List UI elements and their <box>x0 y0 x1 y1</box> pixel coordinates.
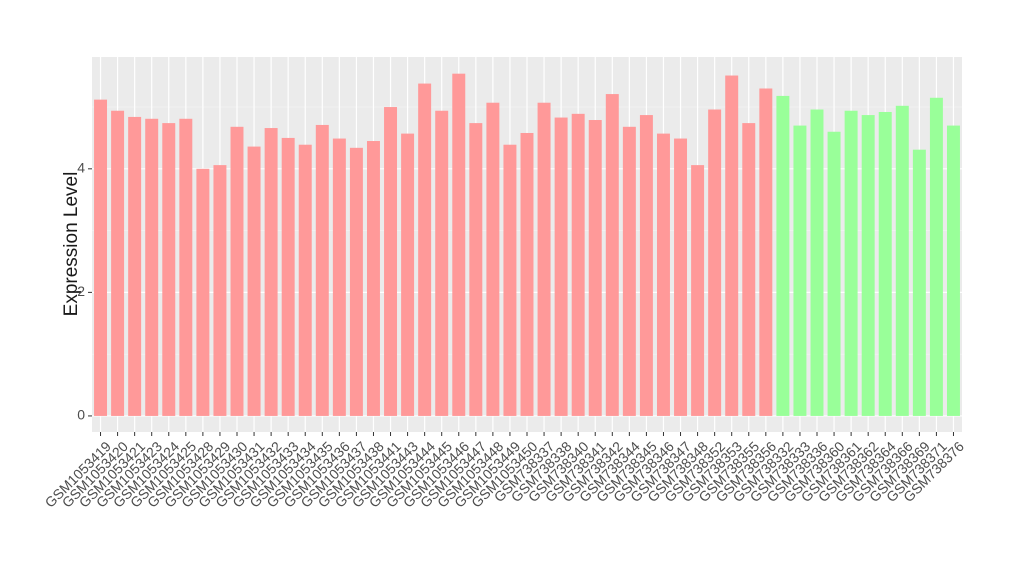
bar <box>469 123 483 416</box>
bar <box>452 73 466 416</box>
bar <box>708 109 722 416</box>
bar <box>315 124 329 416</box>
bar <box>725 75 739 416</box>
bar <box>861 115 875 416</box>
bar <box>912 149 926 416</box>
bar <box>435 110 449 416</box>
bar <box>503 144 517 416</box>
bar <box>349 147 363 416</box>
bar <box>929 97 943 416</box>
bar <box>656 133 670 416</box>
bar <box>145 118 159 416</box>
bar <box>366 141 380 416</box>
bar <box>793 125 807 416</box>
y-axis-label: Expression Level <box>61 172 82 317</box>
bar <box>605 94 619 416</box>
bar <box>742 123 756 416</box>
y-tick-label: 4 <box>77 160 85 176</box>
bar <box>230 126 244 416</box>
bar <box>111 110 125 416</box>
bar <box>94 99 108 416</box>
y-tick-label: 2 <box>77 283 85 299</box>
bar <box>401 133 415 416</box>
bar <box>537 102 551 416</box>
bar <box>776 95 790 416</box>
bar <box>691 165 705 416</box>
bar <box>622 126 636 416</box>
bar <box>162 123 176 416</box>
bar <box>878 111 892 416</box>
y-tick-label: 0 <box>77 407 85 423</box>
bar <box>196 168 210 416</box>
bar <box>384 107 398 416</box>
bar <box>827 131 841 416</box>
bar <box>674 138 688 416</box>
bar <box>213 165 227 416</box>
bar <box>264 128 278 416</box>
bar <box>520 132 534 416</box>
bar <box>554 117 568 416</box>
bar <box>895 105 909 416</box>
bar <box>844 110 858 416</box>
bar <box>332 138 346 416</box>
bar <box>810 109 824 416</box>
bar <box>639 115 653 416</box>
bar <box>486 102 500 416</box>
bar <box>946 125 960 416</box>
bar <box>759 88 773 416</box>
bar <box>247 146 261 416</box>
bar <box>128 116 142 416</box>
bar <box>588 120 602 416</box>
bar <box>281 137 295 416</box>
bar <box>298 144 312 416</box>
bar <box>418 83 432 416</box>
bar <box>571 113 585 416</box>
bar <box>179 118 193 416</box>
